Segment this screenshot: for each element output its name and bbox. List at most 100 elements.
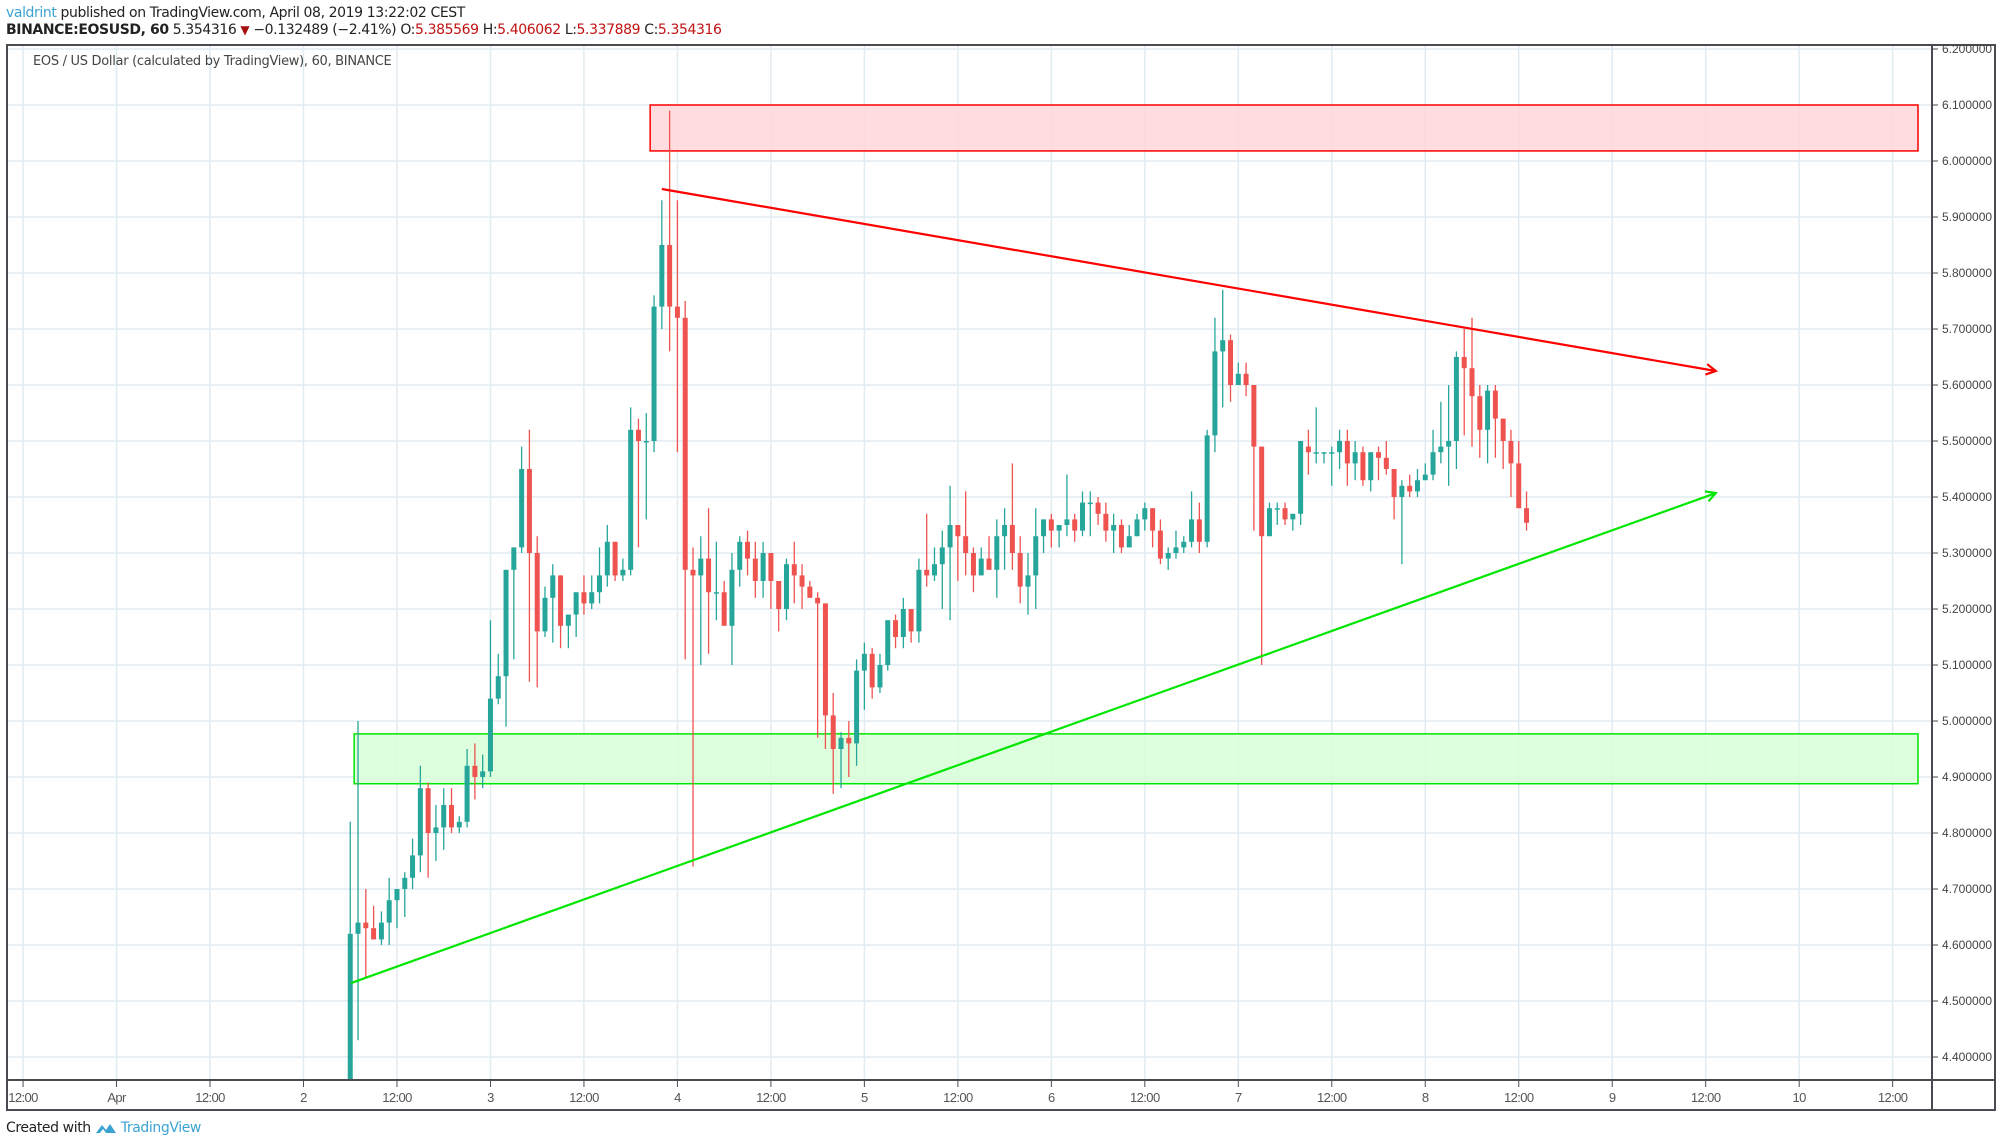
candle-down[interactable] [1103,513,1109,531]
candle-down[interactable] [363,922,369,929]
time-axis[interactable] [6,1081,1996,1111]
candle-up[interactable] [1438,446,1444,453]
candle-down[interactable] [1461,357,1467,369]
candle-down[interactable] [1344,441,1350,464]
candle-up[interactable] [978,558,984,576]
candle-up[interactable] [916,569,922,632]
ascending-support-line[interactable] [350,492,1717,985]
candle-down[interactable] [690,569,696,576]
candle-up[interactable] [1181,541,1187,548]
candle-down[interactable] [830,715,836,749]
candle-up[interactable] [1064,519,1070,525]
candle-down[interactable] [1524,508,1530,523]
candle-up[interactable] [456,821,462,828]
candle-up[interactable] [441,805,447,828]
candle-down[interactable] [1095,502,1101,514]
author-link[interactable]: valdrint [6,5,57,21]
candle-up[interactable] [1126,536,1132,548]
candle-up[interactable] [854,670,860,744]
candle-up[interactable] [1165,553,1171,559]
candle-up[interactable] [597,575,603,593]
candle-down[interactable] [970,553,976,576]
candle-down[interactable] [706,558,712,593]
candle-down[interactable] [955,525,961,537]
candle-down[interactable] [1516,463,1522,509]
candle-down[interactable] [1391,469,1397,497]
candle-up[interactable] [550,575,556,598]
candle-down[interactable] [581,592,587,604]
candle-down[interactable] [1492,390,1498,419]
candle-down[interactable] [869,653,875,688]
candle-up[interactable] [1352,452,1358,464]
candle-down[interactable] [1469,368,1475,397]
tradingview-link[interactable]: TradingView [120,1120,202,1136]
candle-up[interactable] [417,788,423,856]
candle-up[interactable] [861,653,867,671]
candle-down[interactable] [768,553,774,581]
candle-up[interactable] [698,558,704,576]
candle-up[interactable] [1235,373,1241,385]
candle-up[interactable] [1056,525,1062,531]
candle-down[interactable] [1228,340,1234,385]
candle-up[interactable] [378,922,384,940]
candle-down[interactable] [986,558,992,570]
candle-up[interactable] [1111,525,1117,531]
candle-down[interactable] [1243,373,1249,385]
candle-down[interactable] [1072,519,1078,531]
candle-up[interactable] [994,536,1000,570]
candle-up[interactable] [1290,513,1296,520]
candle-up[interactable] [1399,485,1405,497]
candle-down[interactable] [721,592,727,626]
candle-up[interactable] [659,245,665,307]
candle-up[interactable] [1212,351,1218,436]
candle-up[interactable] [628,429,634,570]
candle-up[interactable] [433,827,439,833]
candle-down[interactable] [1383,457,1389,469]
candle-down[interactable] [908,609,914,632]
candle-down[interactable] [558,575,564,626]
candle-up[interactable] [760,553,766,581]
candle-up[interactable] [495,676,501,699]
support-zone[interactable] [353,733,1919,785]
candle-down[interactable] [1305,446,1311,453]
candle-down[interactable] [612,541,618,576]
candle-up[interactable] [1173,547,1179,553]
candle-up[interactable] [464,765,470,822]
candle-up[interactable] [1313,452,1319,454]
candle-up[interactable] [1033,536,1039,576]
candle-up[interactable] [1446,441,1452,447]
candle-down[interactable] [1048,519,1054,531]
candle-down[interactable] [1259,446,1265,537]
candle-up[interactable] [1337,441,1343,453]
candle-up[interactable] [542,597,548,632]
candle-down[interactable] [1508,441,1514,464]
candle-down[interactable] [924,569,930,576]
candle-down[interactable] [799,575,805,587]
candle-up[interactable] [1321,452,1327,454]
candle-up[interactable] [783,564,789,609]
candle-up[interactable] [1414,480,1420,492]
candle-up[interactable] [480,771,486,777]
candle-down[interactable] [893,620,899,637]
candle-down[interactable] [1157,530,1163,559]
candle-down[interactable] [963,536,969,553]
candle-up[interactable] [1422,474,1428,481]
candle-up[interactable] [1220,340,1226,352]
candle-down[interactable] [449,805,455,828]
candle-down[interactable] [667,245,673,307]
candle-up[interactable] [1002,525,1008,537]
candle-down[interactable] [1282,508,1288,520]
candle-up[interactable] [487,698,493,772]
candle-down[interactable] [1118,525,1124,548]
candle-up[interactable] [947,525,953,548]
candle-up[interactable] [503,569,509,677]
candle-down[interactable] [472,765,478,777]
candle-up[interactable] [1087,502,1093,505]
candle-down[interactable] [1251,385,1257,447]
candle-up[interactable] [1025,575,1031,587]
candle-up[interactable] [1041,519,1047,537]
candle-up[interactable] [838,737,844,749]
candle-up[interactable] [1142,508,1148,520]
candle-up[interactable] [1204,435,1210,542]
